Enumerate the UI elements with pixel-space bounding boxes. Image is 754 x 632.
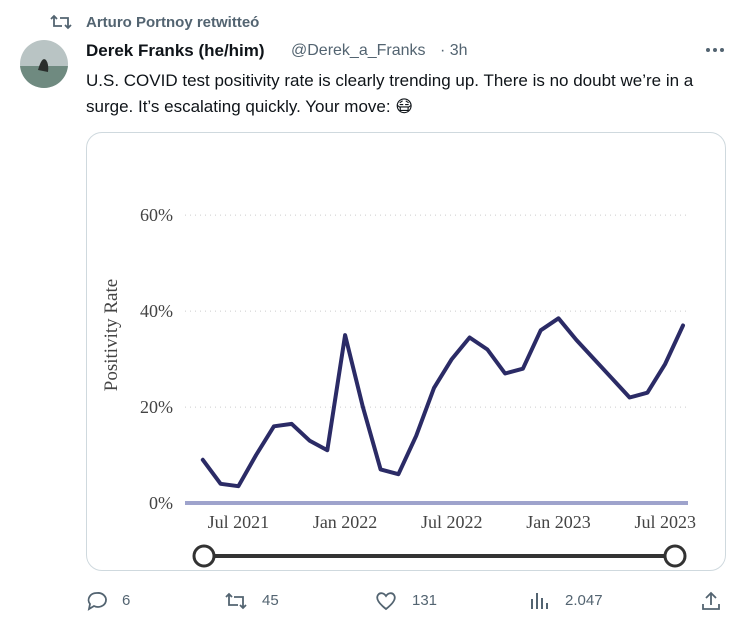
reply-count[interactable]: 6 [122,592,131,609]
retweet-count[interactable]: 45 [262,592,279,609]
y-tick-label: 40% [140,301,173,321]
like-button[interactable] [374,590,398,612]
author-name[interactable]: Derek Franks (he/him) [86,41,265,60]
x-tick-label: Jul 2022 [421,512,483,532]
reply-icon[interactable] [86,590,108,612]
y-tick-label: 20% [140,397,173,417]
x-tick-label: Jan 2022 [313,512,378,532]
avatar[interactable] [20,40,68,88]
data-line [200,316,685,489]
y-tick-label: 0% [149,493,173,513]
like-count[interactable]: 131 [412,592,438,609]
views-icon[interactable] [528,590,550,612]
share-button[interactable] [700,590,722,612]
x-tick-label: Jul 2023 [634,512,696,532]
range-slider-handle[interactable] [663,544,687,568]
author-handle[interactable]: @Derek_a_Franks [291,42,426,59]
x-tick-label: Jul 2021 [208,512,270,532]
view-count[interactable]: 2.047 [565,592,603,609]
x-tick-label: Jan 2023 [526,512,591,532]
timestamp[interactable]: · 3h [440,42,468,59]
retweet-icon [50,14,72,30]
y-axis-title: Positivity Rate [101,279,122,391]
more-button[interactable] [704,44,726,56]
retweeted-by[interactable]: Arturo Portnoy retwitteó [86,14,260,31]
y-tick-label: 60% [140,205,173,225]
range-slider-handle[interactable] [192,544,216,568]
tweet-text: U.S. COVID test positivity rate is clear… [86,71,694,116]
retweet-button[interactable] [224,590,248,612]
media-card[interactable] [86,132,726,571]
